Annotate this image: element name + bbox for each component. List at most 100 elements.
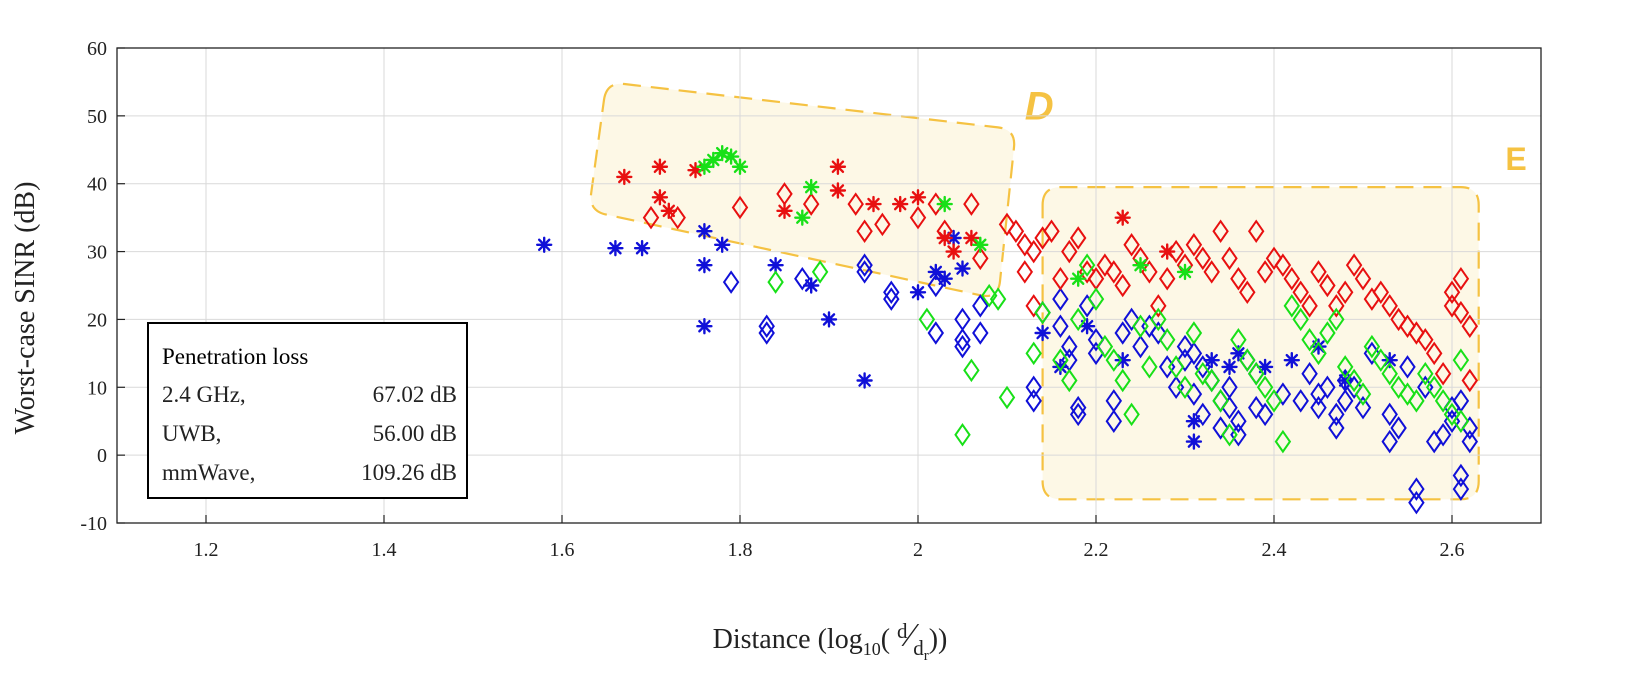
point-mmwave-star-4 [731, 158, 749, 175]
point-mmwave-diamond-33 [1256, 375, 1274, 400]
axis-ticks: 1.2 1.4 1.6 1.8 2 2.2 2.4 2.6 -10 0 10 20 30 40 50 60 [80, 38, 1464, 561]
point-mmwave-diamond-12 [1069, 307, 1087, 332]
point-2-4-ghz-star-7 [767, 256, 784, 274]
point-uwb-diamond-64 [1434, 361, 1452, 386]
point-mmwave-star-10 [1132, 256, 1149, 274]
point-uwb-diamond-61 [1408, 321, 1425, 345]
point-mmwave-diamond-27 [1203, 368, 1220, 393]
point-uwb-diamond-29 [1123, 233, 1140, 257]
point-2-4-ghz-diamond-57 [1310, 395, 1327, 420]
point-uwb-diamond-46 [1274, 253, 1292, 277]
point-mmwave-diamond-21 [1150, 307, 1167, 332]
point-2-4-ghz-diamond-71 [1408, 490, 1425, 515]
x-tick-label-5: 2.2 [1084, 539, 1109, 561]
point-mmwave-diamond-45 [1363, 334, 1381, 359]
point-uwb-star-0 [616, 168, 633, 186]
point-2-4-ghz-star-26 [1283, 351, 1300, 369]
point-mmwave-diamond-40 [1319, 321, 1336, 345]
point-mmwave-diamond-13 [1078, 253, 1096, 277]
point-mmwave-diamond-42 [1336, 355, 1354, 379]
point-uwb-diamond-22 [1061, 239, 1078, 264]
point-2-4-ghz-diamond-50 [1247, 395, 1265, 420]
point-2-4-ghz-star-29 [1381, 351, 1398, 369]
x-label-close: )) [929, 624, 948, 655]
point-mmwave-star-0 [696, 158, 713, 175]
point-mmwave-diamond-22 [1158, 328, 1176, 352]
point-uwb-star-7 [829, 182, 847, 199]
point-2-4-ghz-diamond-33 [1150, 321, 1167, 345]
point-uwb-diamond-49 [1301, 294, 1318, 318]
point-uwb-star-5 [776, 202, 793, 220]
point-uwb-diamond-57 [1372, 280, 1390, 305]
x-label-den: d [913, 636, 924, 660]
point-mmwave-diamond-28 [1212, 389, 1229, 413]
point-2-4-ghz-diamond-59 [1328, 402, 1345, 427]
legend-entry-name-0: 2.4 GHz, [162, 382, 246, 407]
point-mmwave-diamond-9 [1034, 300, 1051, 325]
legend-title: Penetration loss [162, 344, 308, 369]
point-2-4-ghz-star-23 [1221, 358, 1238, 376]
point-2-4-ghz-star-20 [1185, 433, 1203, 450]
point-uwb-star-1 [651, 158, 669, 175]
point-mmwave-diamond-53 [1434, 389, 1452, 413]
point-mmwave-diamond-51 [1417, 361, 1434, 386]
x-label-prefix: Distance (log [713, 624, 863, 655]
point-uwb-diamond-43 [1247, 219, 1265, 243]
point-mmwave-diamond-14 [1087, 287, 1105, 311]
plot-area-frame [116, 47, 1542, 524]
data-marks [536, 144, 1479, 515]
point-2-4-ghz-diamond-20 [1061, 334, 1078, 359]
point-uwb-diamond-50 [1310, 260, 1327, 284]
point-mmwave-star-1 [705, 151, 722, 169]
point-uwb-diamond-12 [972, 246, 989, 271]
point-mmwave-diamond-17 [1114, 368, 1131, 393]
point-2-4-ghz-diamond-48 [1230, 409, 1247, 433]
point-mmwave-diamond-1 [811, 260, 829, 284]
y-tick-label-3: 20 [87, 309, 107, 331]
point-uwb-diamond-26 [1096, 253, 1114, 277]
point-mmwave-star-2 [714, 144, 731, 162]
point-mmwave-diamond-49 [1399, 382, 1416, 406]
point-mmwave-star-7 [936, 195, 953, 213]
point-mmwave-diamond-34 [1265, 389, 1283, 413]
x-label-sub: 10 [863, 639, 881, 659]
point-mmwave-diamond-4 [963, 358, 980, 383]
point-2-4-ghz-diamond-4 [856, 253, 873, 277]
region-d-label: D [1025, 84, 1054, 128]
point-2-4-ghz-star-2 [633, 239, 651, 257]
point-2-4-ghz-diamond-54 [1292, 389, 1309, 413]
y-tick-label-4: 30 [87, 242, 107, 264]
point-mmwave-diamond-19 [1132, 314, 1149, 338]
point-2-4-ghz-star-21 [1185, 413, 1203, 430]
y-axis-label: Worst-case SINR (dB) [10, 182, 41, 435]
point-uwb-diamond-59 [1390, 307, 1407, 332]
point-uwb-star-9 [892, 195, 909, 213]
point-2-4-ghz-diamond-13 [972, 294, 989, 318]
point-mmwave-diamond-11 [1061, 368, 1078, 393]
x-label-den-sub: r [924, 648, 929, 664]
region-d-box [589, 82, 1016, 298]
legend-entry-name-2: mmWave, [162, 460, 255, 485]
point-uwb-diamond-23 [1069, 226, 1087, 250]
point-2-4-ghz-star-10 [856, 372, 873, 389]
point-2-4-ghz-diamond-66 [1381, 402, 1398, 427]
y-tick-label-6: 50 [87, 106, 107, 128]
point-2-4-ghz-diamond-29 [1114, 321, 1131, 345]
point-2-4-ghz-star-22 [1203, 351, 1220, 369]
point-uwb-diamond-39 [1212, 219, 1229, 243]
point-2-4-ghz-diamond-52 [1256, 402, 1274, 427]
point-uwb-diamond-36 [1185, 233, 1203, 257]
point-2-4-ghz-diamond-19 [1052, 314, 1069, 338]
point-uwb-diamond-13 [998, 212, 1016, 237]
point-2-4-ghz-diamond-0 [722, 270, 740, 294]
point-mmwave-diamond-7 [998, 385, 1016, 410]
point-uwb-diamond-66 [1443, 294, 1461, 318]
point-uwb-star-3 [660, 202, 677, 220]
point-mmwave-diamond-48 [1390, 375, 1407, 400]
point-uwb-diamond-18 [1025, 294, 1042, 318]
point-uwb-diamond-38 [1203, 260, 1220, 284]
point-mmwave-diamond-5 [980, 283, 998, 308]
point-mmwave-diamond-23 [1167, 355, 1185, 379]
point-2-4-ghz-diamond-11 [954, 328, 971, 352]
point-uwb-diamond-60 [1399, 314, 1416, 338]
